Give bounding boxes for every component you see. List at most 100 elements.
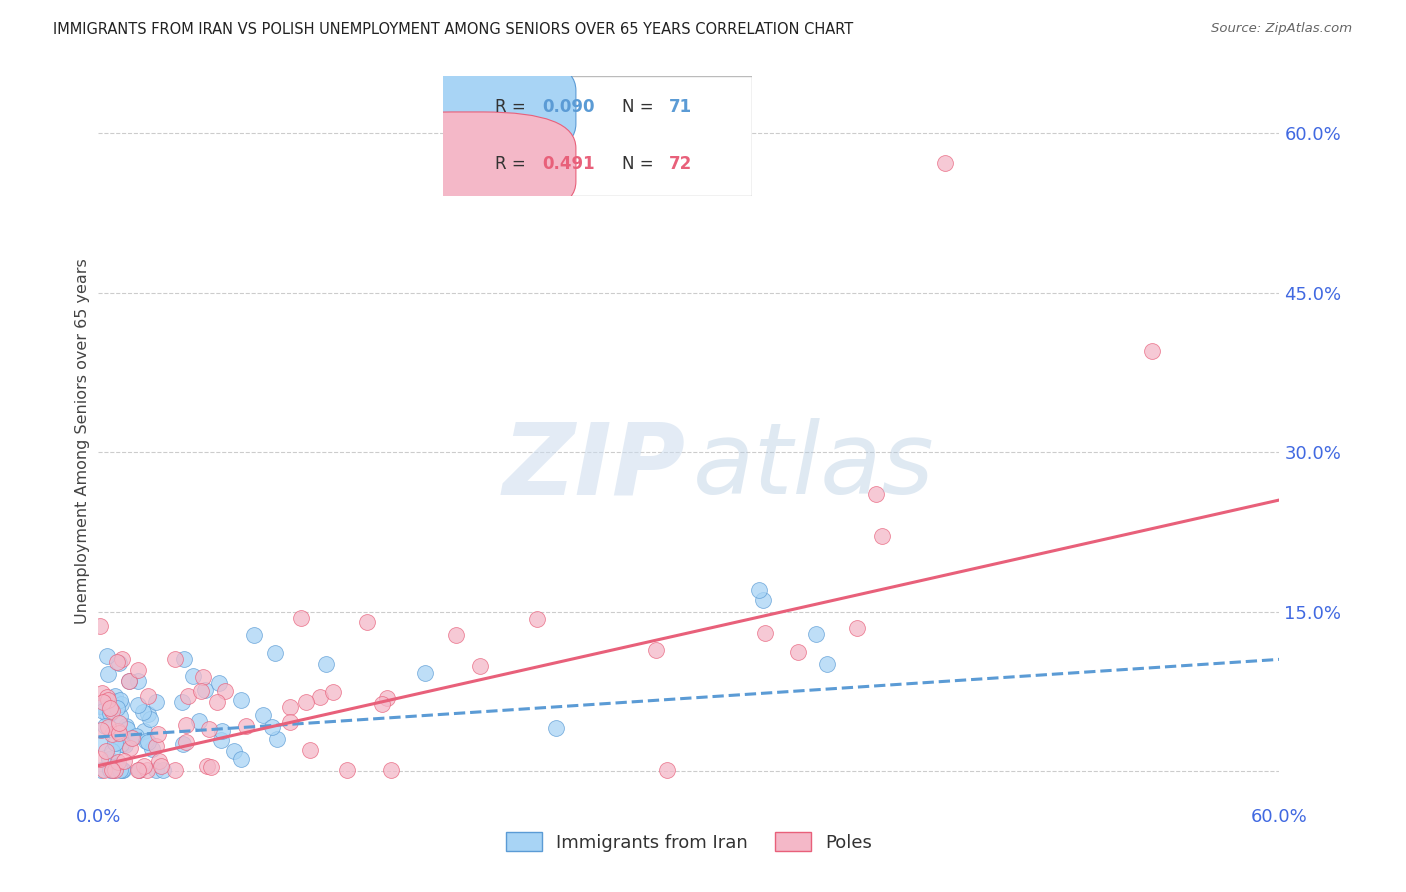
Point — [94, 719, 117, 733]
Point — [278, 700, 301, 714]
Point — [100, 763, 122, 777]
Point — [544, 721, 567, 735]
Point — [804, 627, 827, 641]
Point — [132, 724, 155, 739]
Point — [115, 722, 138, 736]
Point — [413, 666, 436, 681]
Point — [645, 643, 668, 657]
Text: R =: R = — [495, 155, 531, 173]
Point — [114, 719, 136, 733]
Point — [135, 734, 157, 748]
Point — [90, 686, 112, 700]
Text: 71: 71 — [669, 97, 692, 116]
Point — [195, 759, 218, 773]
Point — [90, 763, 112, 777]
Point — [111, 737, 134, 751]
Point — [93, 763, 115, 777]
Text: ZIP: ZIP — [502, 418, 685, 516]
Point — [97, 693, 120, 707]
Point — [198, 722, 221, 736]
Point — [934, 156, 956, 170]
Point — [107, 723, 129, 738]
Point — [136, 689, 159, 703]
Point — [117, 674, 139, 689]
Point — [111, 652, 134, 666]
Point — [108, 692, 131, 706]
Point — [112, 754, 135, 768]
Point — [127, 674, 149, 689]
Point — [97, 666, 120, 681]
Point — [200, 760, 222, 774]
Point — [127, 763, 149, 777]
Point — [163, 651, 186, 665]
Point — [208, 676, 231, 690]
Point — [89, 752, 111, 766]
Point — [322, 684, 344, 698]
Point — [181, 669, 204, 683]
Point — [93, 704, 115, 718]
Point — [146, 727, 169, 741]
Point — [108, 657, 131, 671]
Point — [209, 733, 232, 747]
Text: N =: N = — [623, 155, 659, 173]
Point — [205, 695, 228, 709]
Point — [176, 689, 198, 703]
Point — [120, 740, 142, 755]
Point — [526, 612, 548, 626]
Point — [96, 707, 118, 722]
Point — [148, 754, 170, 768]
Point — [108, 763, 131, 777]
Point — [336, 763, 359, 777]
Point — [174, 735, 197, 749]
Point — [752, 592, 775, 607]
Point — [104, 694, 127, 708]
Point — [243, 628, 266, 642]
Point — [127, 698, 149, 712]
Point — [104, 736, 127, 750]
Point — [117, 674, 139, 689]
Point — [89, 698, 111, 713]
Point — [145, 695, 167, 709]
Point — [101, 704, 124, 718]
Point — [104, 763, 127, 777]
Point — [120, 731, 142, 745]
Point — [111, 763, 134, 777]
Point — [290, 611, 312, 625]
FancyBboxPatch shape — [360, 54, 576, 161]
Point — [375, 691, 398, 706]
Point — [309, 690, 332, 704]
Point — [1140, 344, 1163, 359]
Point — [110, 737, 132, 751]
FancyBboxPatch shape — [360, 112, 576, 218]
Point — [865, 487, 887, 501]
Point — [754, 626, 776, 640]
Point — [136, 706, 159, 721]
Point — [150, 759, 173, 773]
Point — [356, 615, 378, 629]
Text: 0.090: 0.090 — [541, 97, 595, 116]
Point — [89, 619, 111, 633]
Text: N =: N = — [623, 97, 659, 116]
Point — [222, 744, 245, 758]
Point — [90, 723, 112, 738]
Text: Source: ZipAtlas.com: Source: ZipAtlas.com — [1212, 22, 1353, 36]
Point — [787, 645, 810, 659]
Point — [121, 731, 143, 745]
Point — [105, 655, 128, 669]
Point — [229, 752, 252, 766]
Point — [655, 763, 678, 777]
Point — [211, 723, 233, 738]
Point — [468, 659, 491, 673]
Legend: Immigrants from Iran, Poles: Immigrants from Iran, Poles — [498, 825, 880, 859]
Text: atlas: atlas — [693, 418, 934, 516]
Point — [105, 701, 128, 715]
Point — [139, 712, 162, 726]
Point — [145, 739, 167, 753]
Point — [444, 628, 467, 642]
Point — [114, 738, 136, 752]
Point — [98, 701, 121, 715]
Point — [110, 697, 132, 711]
Point — [132, 758, 155, 772]
Text: R =: R = — [495, 97, 531, 116]
Point — [214, 684, 236, 698]
